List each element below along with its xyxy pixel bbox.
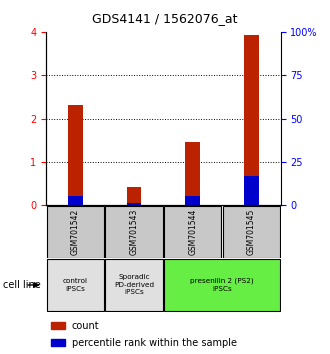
Bar [68,105,83,205]
Bar [68,196,83,205]
Bar [47,259,104,311]
Bar [164,259,280,311]
Text: count: count [72,320,100,331]
Text: GSM701543: GSM701543 [130,209,139,255]
Text: percentile rank within the sample: percentile rank within the sample [72,337,237,348]
Text: GSM701545: GSM701545 [247,209,256,255]
Bar [164,206,221,258]
Text: GDS4141 / 1562076_at: GDS4141 / 1562076_at [92,12,238,25]
Bar [222,206,280,258]
Bar [185,196,200,205]
Bar [185,142,200,205]
Text: control
IPSCs: control IPSCs [63,278,88,292]
Text: Sporadic
PD-derived
iPSCs: Sporadic PD-derived iPSCs [114,274,154,296]
Text: cell line: cell line [3,280,41,290]
Text: GSM701542: GSM701542 [71,209,80,255]
Bar [105,259,163,311]
Bar [244,176,258,205]
Text: presenilin 2 (PS2)
iPSCs: presenilin 2 (PS2) iPSCs [190,278,254,292]
Bar [47,206,104,258]
Bar [51,322,65,329]
Bar [244,35,258,205]
Bar [105,206,163,258]
Bar [51,339,65,346]
Text: GSM701544: GSM701544 [188,209,197,255]
Bar [127,187,141,205]
Bar [127,203,141,205]
